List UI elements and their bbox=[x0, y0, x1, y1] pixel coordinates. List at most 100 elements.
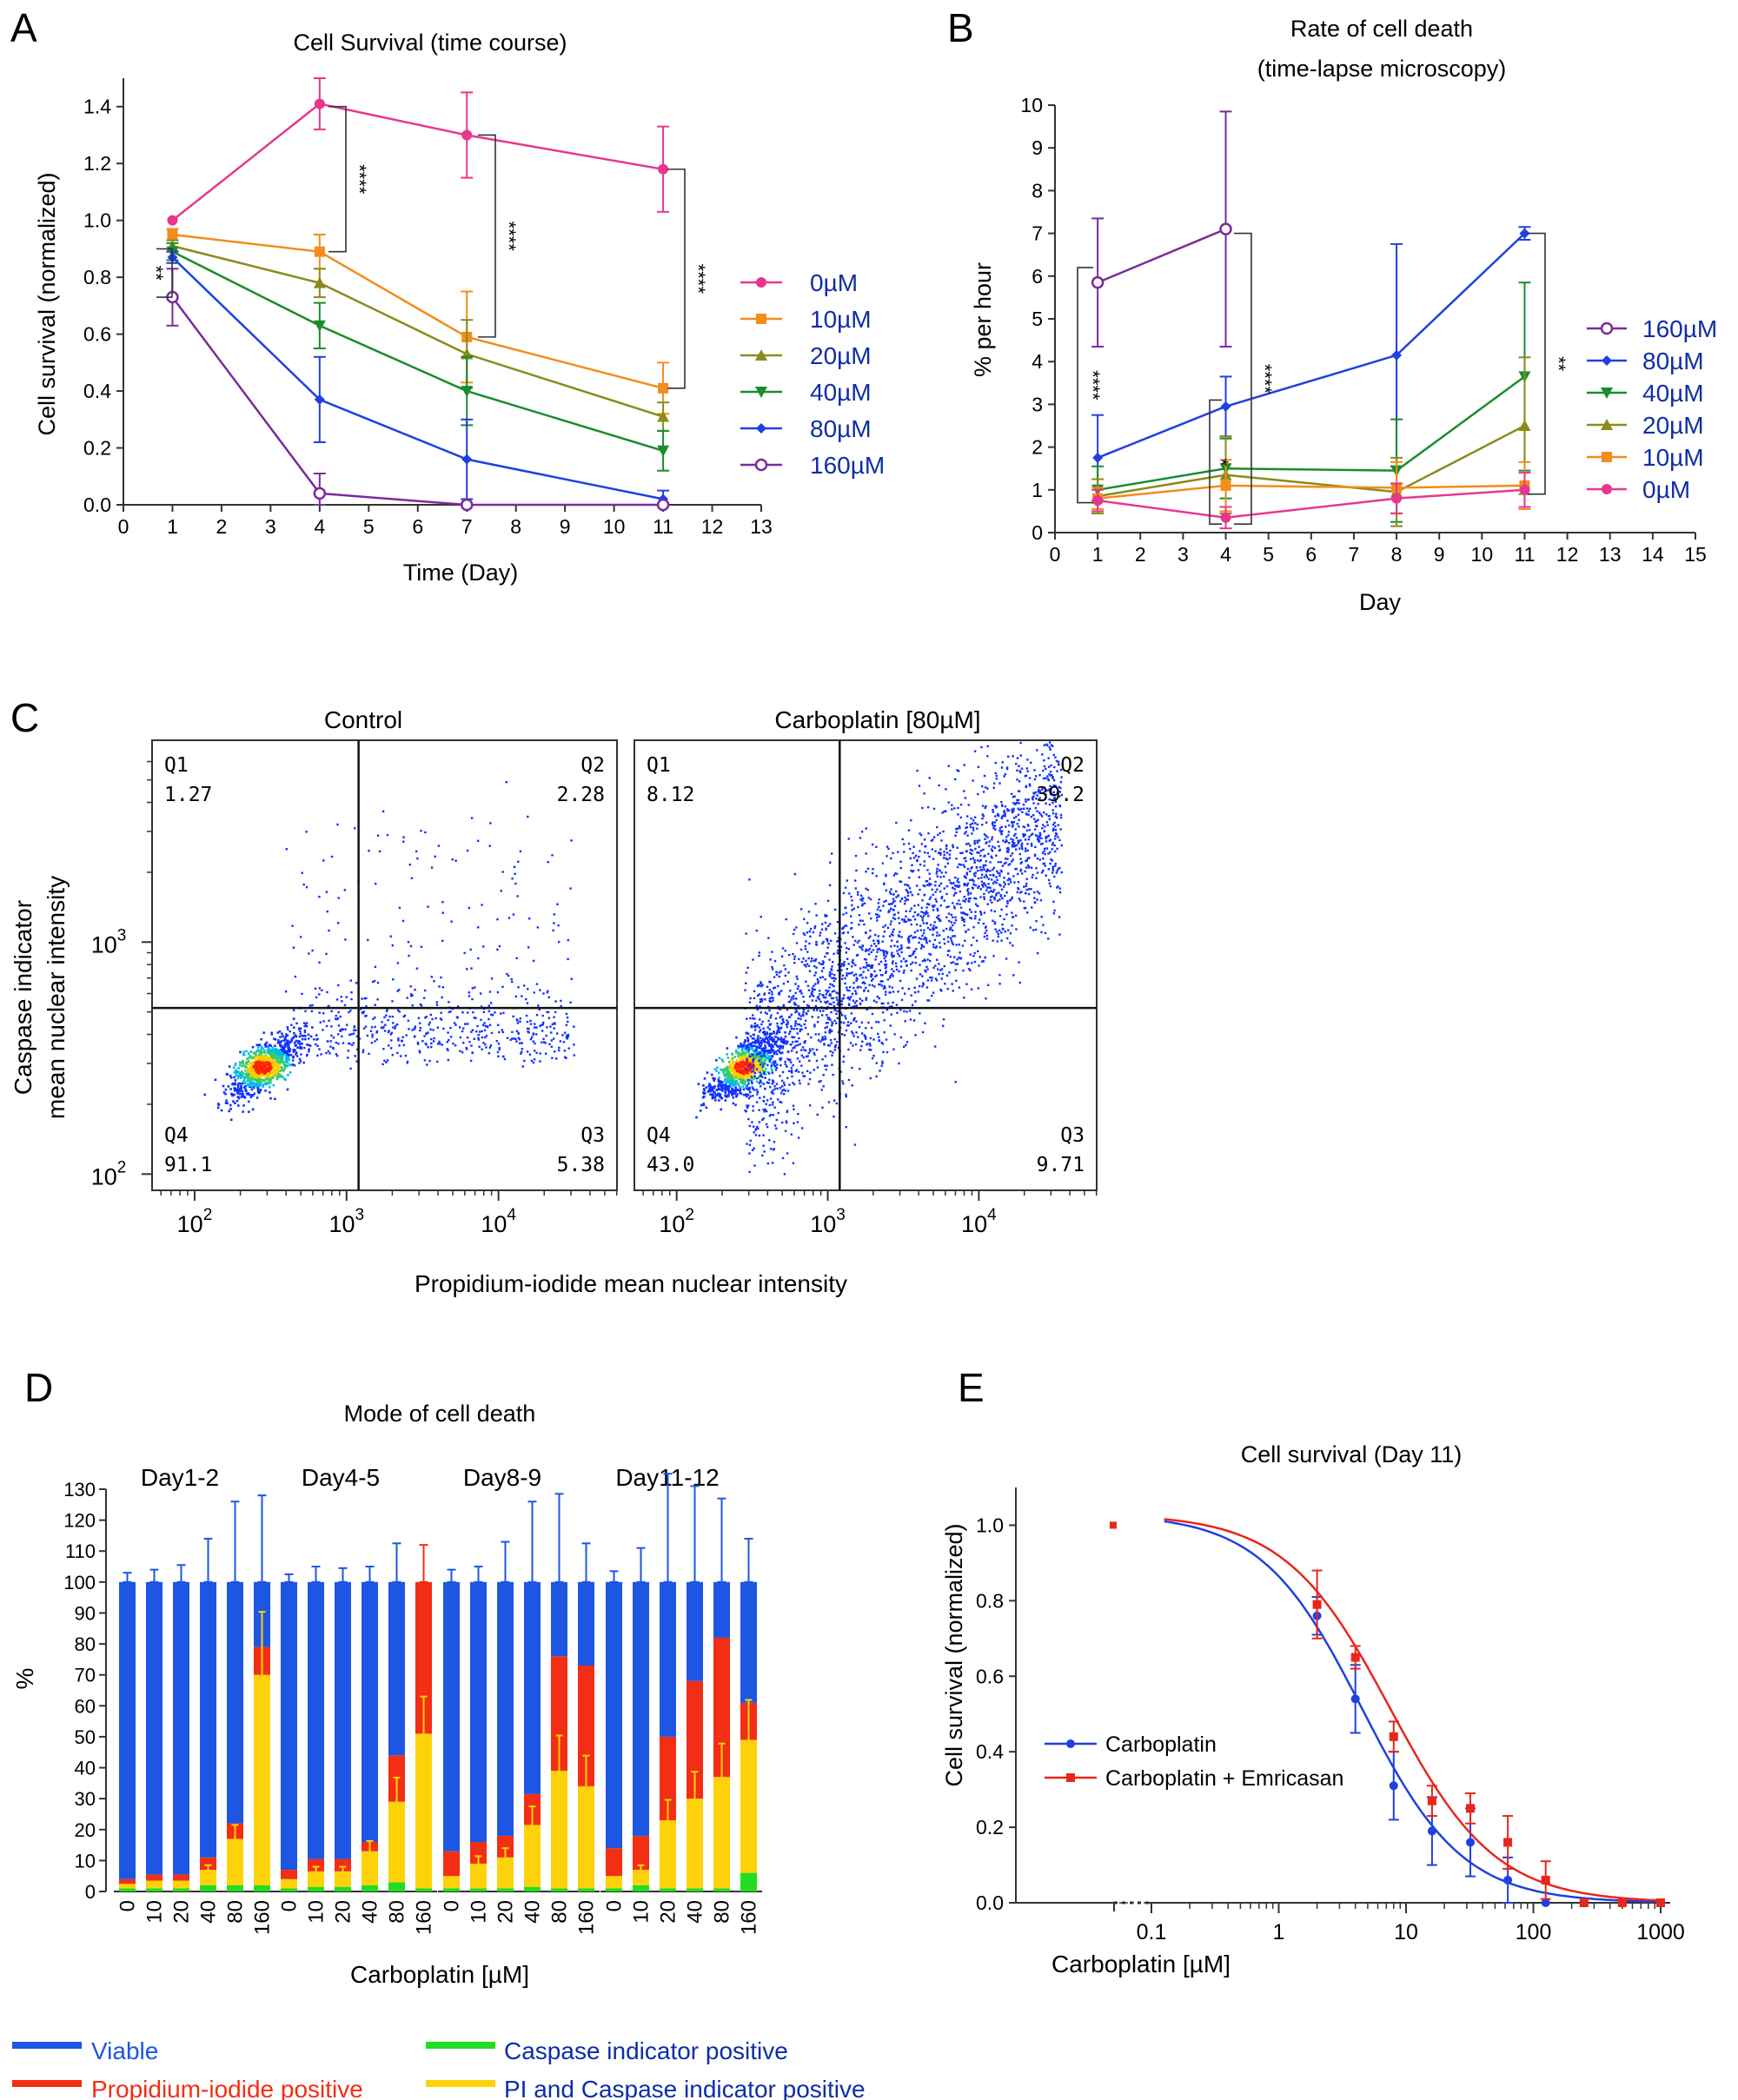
panel-c-cell-point bbox=[1057, 867, 1060, 871]
panel-c-cell-point bbox=[896, 945, 899, 948]
panel-a-x-tick-label: 4 bbox=[314, 515, 325, 538]
panel-c-cell-point bbox=[406, 997, 408, 999]
panel-c-cell-point bbox=[730, 1066, 733, 1070]
panel-c-cell-point bbox=[337, 1024, 341, 1027]
panel-c-cell-point bbox=[890, 933, 893, 936]
panel-c-cell-point bbox=[242, 1053, 246, 1057]
panel-c-cell-point bbox=[374, 1004, 376, 1006]
panel-c-cell-point bbox=[808, 1048, 812, 1050]
panel-c-cell-point bbox=[337, 1010, 340, 1014]
panel-c-cell-point bbox=[859, 919, 862, 922]
panel-c-cell-point bbox=[250, 1056, 253, 1058]
panel-c-cell-point bbox=[1032, 814, 1035, 817]
panel-c-cell-point bbox=[527, 815, 529, 818]
panel-c-cell-point bbox=[477, 839, 480, 842]
panel-c-quadrant-name: Q2 bbox=[580, 754, 605, 777]
panel-c-cell-point bbox=[833, 979, 836, 983]
panel-c-cell-point bbox=[257, 1046, 260, 1050]
panel-c-cell-point bbox=[300, 1027, 302, 1030]
panel-c-cell-point bbox=[754, 1066, 758, 1070]
panel-c-cell-point bbox=[1016, 891, 1018, 894]
panel-c-cell-point bbox=[977, 922, 980, 924]
panel-c-cell-point bbox=[469, 948, 472, 951]
panel-c-cell-point bbox=[497, 1055, 500, 1058]
panel-c-cell-point bbox=[275, 1049, 279, 1051]
panel-c-cell-point bbox=[824, 1000, 826, 1004]
panel-c-cell-point bbox=[833, 1009, 836, 1011]
panel-c-cell-point bbox=[831, 977, 833, 980]
panel-b-x-tick-label: 4 bbox=[1220, 543, 1231, 566]
panel-c-cell-point bbox=[1052, 784, 1056, 787]
panel-c-cell-point bbox=[466, 1037, 469, 1039]
panel-c-cell-point bbox=[365, 997, 368, 1000]
panel-c-cell-point bbox=[398, 906, 401, 910]
panel-c-cell-point bbox=[1011, 821, 1014, 825]
panel-c-cell-point bbox=[931, 848, 934, 851]
panel-c-cell-point bbox=[746, 1071, 749, 1074]
panel-c-cell-point bbox=[922, 931, 925, 935]
panel-c-cell-point bbox=[919, 947, 923, 950]
panel-c-cell-point bbox=[794, 1022, 797, 1025]
panel-c-cell-point bbox=[746, 1057, 748, 1061]
panel-c-cell-point bbox=[945, 871, 947, 874]
panel-c-cell-point bbox=[498, 1048, 501, 1051]
panel-c-cell-point bbox=[786, 1110, 789, 1112]
panel-c-cell-point bbox=[330, 1034, 333, 1037]
panel-c-cell-point bbox=[719, 1080, 722, 1083]
panel-c-cell-point bbox=[956, 769, 959, 772]
panel-c-cell-point bbox=[713, 1085, 716, 1088]
panel-c-cell-point bbox=[937, 914, 940, 918]
panel-c-cell-point bbox=[1005, 861, 1007, 865]
panel-c-cell-point bbox=[743, 1093, 746, 1096]
panel-c-cell-point bbox=[236, 1076, 240, 1080]
panel-c-cell-point bbox=[239, 1090, 242, 1092]
panel-c-cell-point bbox=[919, 915, 922, 918]
panel-c-cell-point bbox=[729, 1078, 733, 1082]
panel-c-cell-point bbox=[566, 1034, 568, 1037]
panel-c-cell-point bbox=[716, 1092, 720, 1096]
panel-c-cell-point bbox=[929, 959, 932, 963]
panel-c-cell-point bbox=[261, 1083, 264, 1087]
panel-c-cell-point bbox=[828, 884, 832, 887]
panel-c-cell-point bbox=[525, 1014, 528, 1017]
panel-c-cell-point bbox=[440, 1011, 442, 1014]
panel-c-cell-point bbox=[1038, 797, 1041, 799]
panel-c-cell-point bbox=[854, 973, 858, 976]
panel-c-cell-point bbox=[765, 1110, 768, 1113]
panel-c-cell-point bbox=[526, 1020, 529, 1024]
panel-c-cell-point bbox=[759, 1051, 762, 1055]
panel-c-cell-point bbox=[358, 1037, 362, 1040]
panel-c-cell-point bbox=[975, 898, 978, 900]
panel-c-cell-point bbox=[454, 1044, 457, 1047]
panel-c-cell-point bbox=[814, 1004, 818, 1008]
panel-c-cell-point bbox=[715, 1070, 718, 1072]
panel-c-cell-point bbox=[911, 870, 913, 873]
panel-c-cell-point bbox=[567, 938, 570, 942]
panel-c-cell-point bbox=[784, 1090, 786, 1092]
panel-c-cell-point bbox=[812, 995, 815, 997]
panel-c-cell-point bbox=[1051, 871, 1054, 874]
panel-c-cell-point bbox=[747, 1082, 750, 1085]
panel-c-cell-point bbox=[700, 1103, 703, 1107]
panel-c-cell-point bbox=[834, 977, 837, 980]
panel-c-cell-point bbox=[265, 1068, 268, 1070]
panel-c-cell-point bbox=[793, 1024, 797, 1027]
panel-c-cell-point bbox=[512, 913, 515, 916]
panel-c-cell-point bbox=[916, 930, 919, 932]
panel-c-cell-point bbox=[773, 986, 777, 989]
panel-c-cell-point bbox=[1009, 942, 1012, 944]
panel-c-cell-point bbox=[936, 888, 939, 891]
panel-c-cell-point bbox=[471, 1051, 474, 1055]
panel-c-cell-point bbox=[235, 1099, 239, 1103]
panel-c-cell-point bbox=[965, 850, 968, 853]
panel-c-cell-point bbox=[410, 995, 413, 997]
panel-c-cell-point bbox=[816, 997, 819, 999]
panel-c-cell-point bbox=[898, 922, 901, 924]
panel-c-cell-point bbox=[910, 818, 912, 822]
panel-c-cell-point bbox=[925, 879, 929, 883]
panel-c-cell-point bbox=[1058, 887, 1062, 890]
panel-c-cell-point bbox=[414, 988, 416, 991]
panel-c-cell-point bbox=[881, 940, 884, 943]
panel-c-cell-point bbox=[950, 962, 952, 964]
panel-a-y-tick-label: 0.4 bbox=[83, 380, 111, 402]
